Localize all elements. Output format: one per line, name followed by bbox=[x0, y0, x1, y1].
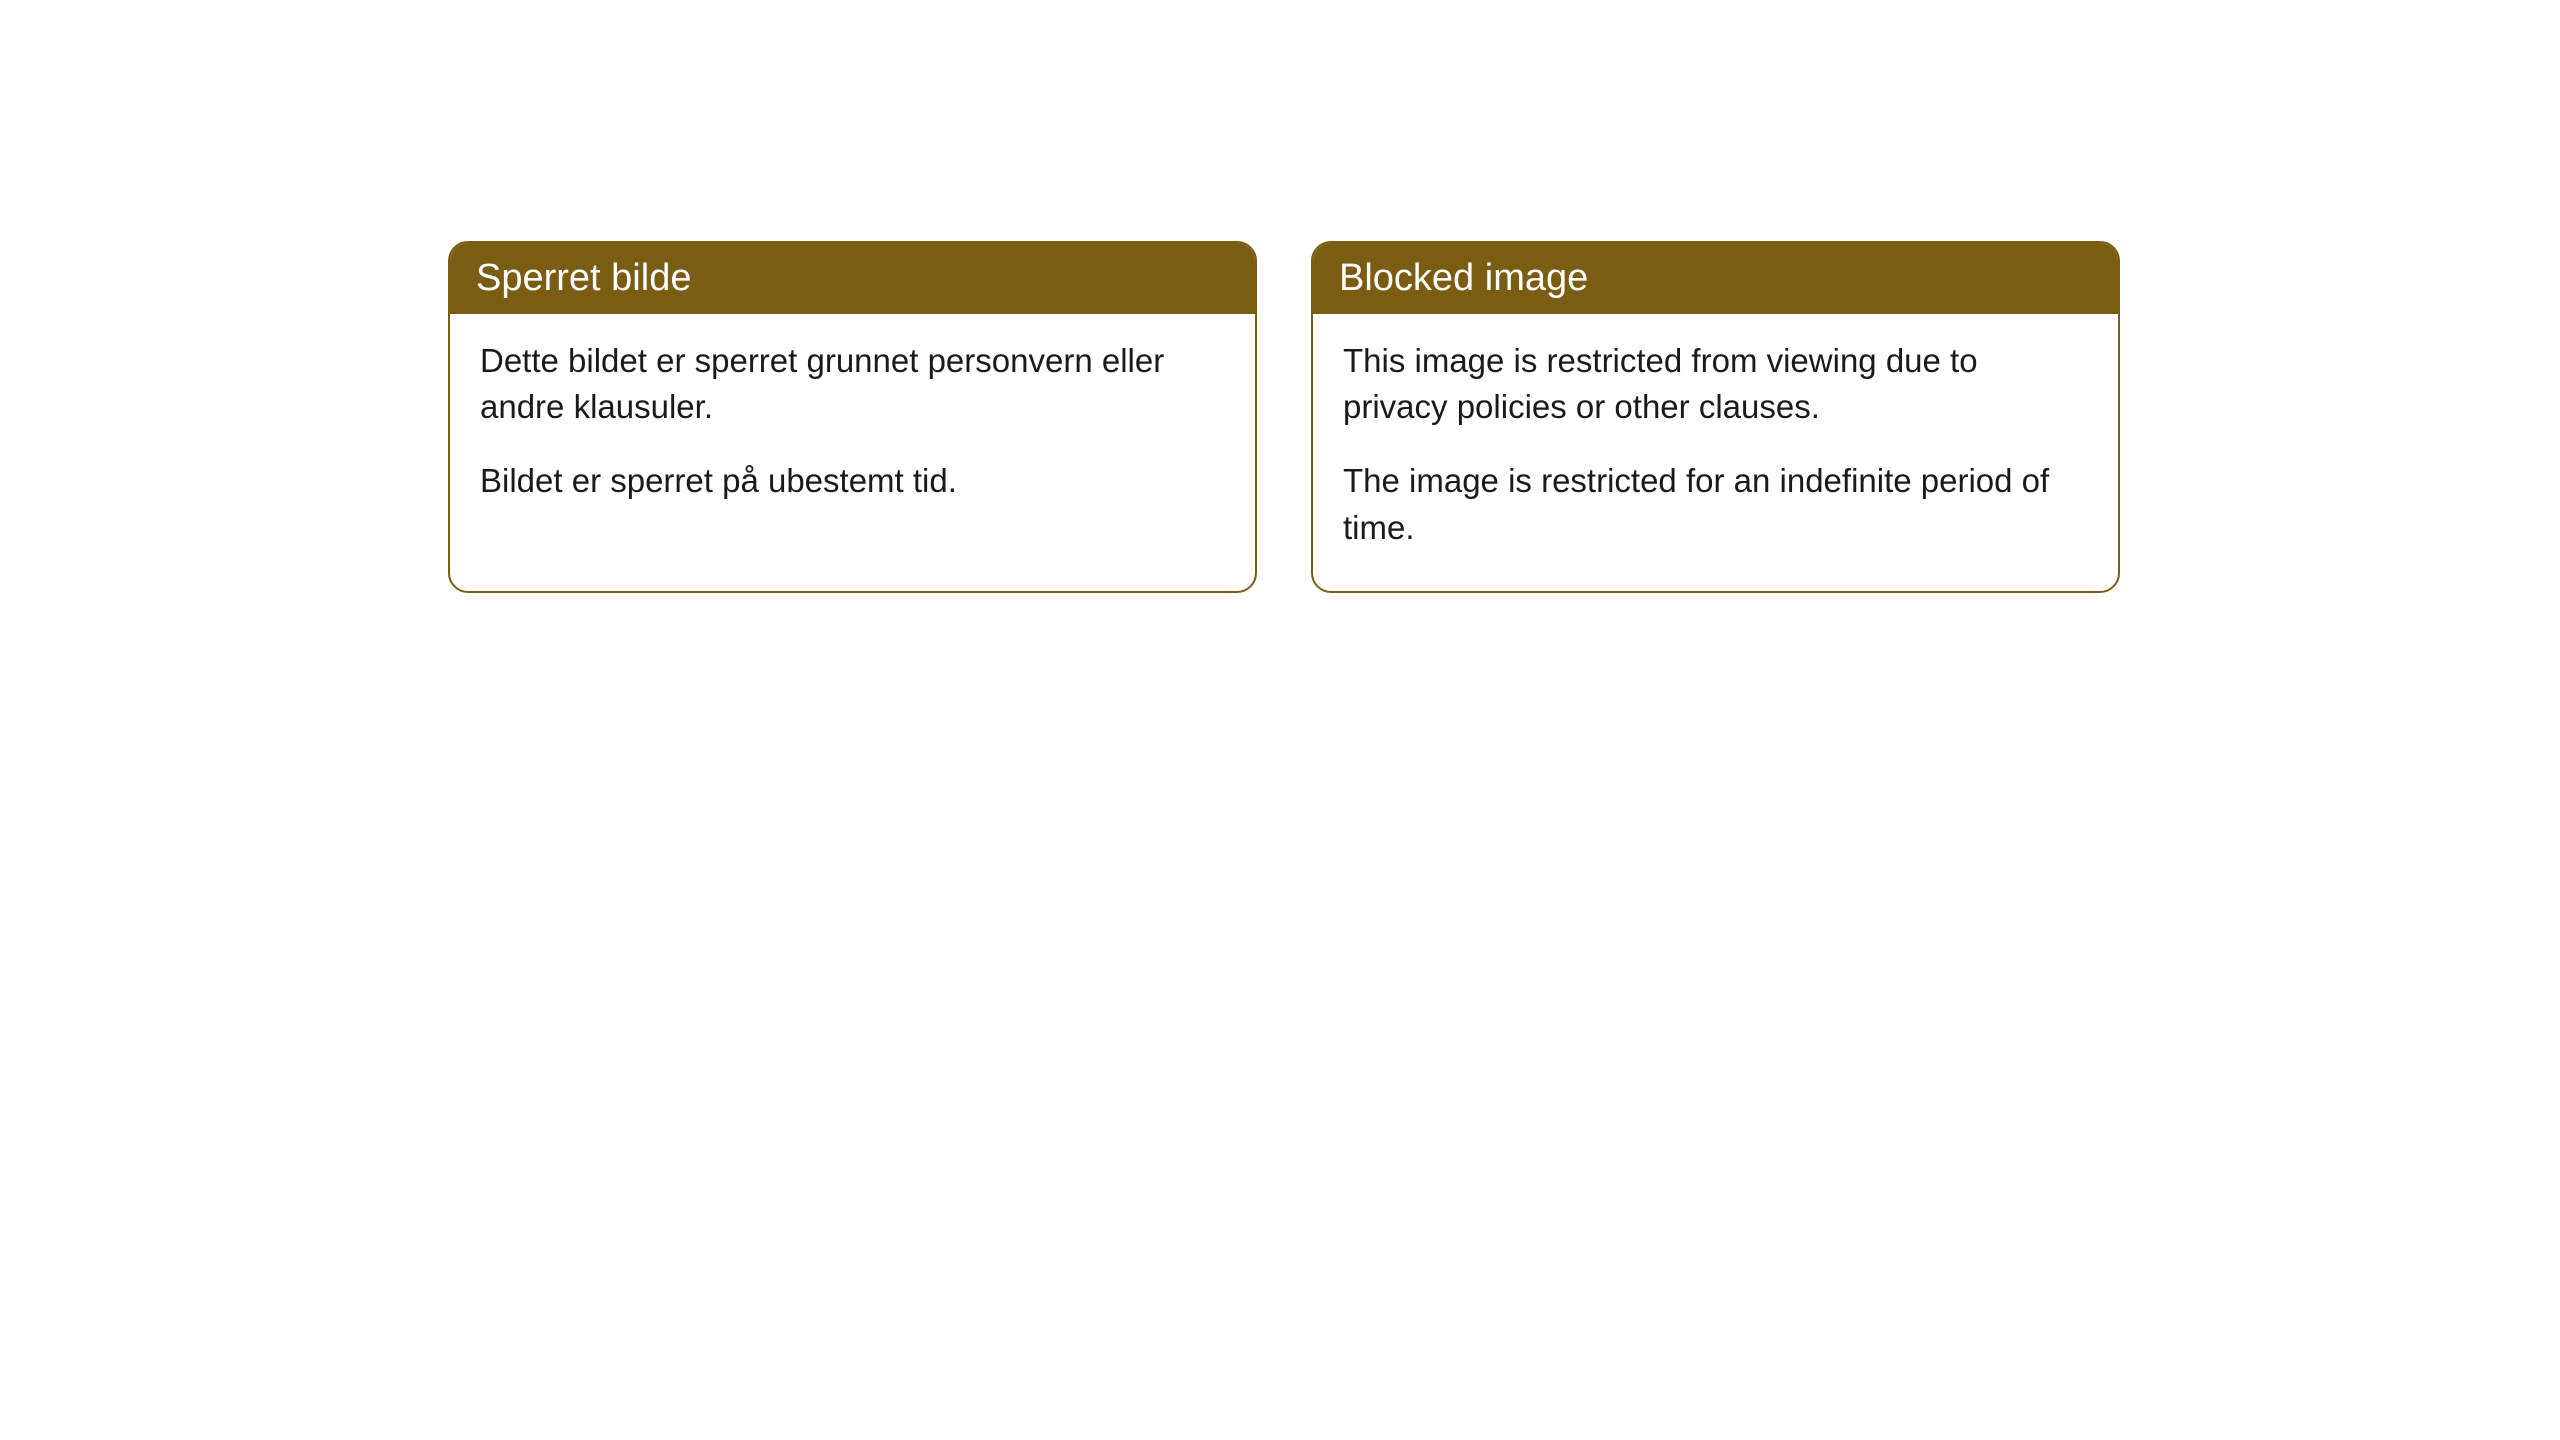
card-body-norwegian: Dette bildet er sperret grunnet personve… bbox=[450, 314, 1255, 545]
card-text-p1: Dette bildet er sperret grunnet personve… bbox=[480, 338, 1225, 430]
blocked-image-card-norwegian: Sperret bilde Dette bildet er sperret gr… bbox=[448, 241, 1257, 593]
card-title: Sperret bilde bbox=[476, 257, 691, 299]
card-header-english: Blocked image bbox=[1313, 243, 2118, 314]
card-text-p1: This image is restricted from viewing du… bbox=[1343, 338, 2088, 430]
card-text-p2: Bildet er sperret på ubestemt tid. bbox=[480, 458, 1225, 504]
notice-container: Sperret bilde Dette bildet er sperret gr… bbox=[448, 241, 2120, 593]
card-body-english: This image is restricted from viewing du… bbox=[1313, 314, 2118, 591]
card-title: Blocked image bbox=[1339, 257, 1588, 299]
blocked-image-card-english: Blocked image This image is restricted f… bbox=[1311, 241, 2120, 593]
card-text-p2: The image is restricted for an indefinit… bbox=[1343, 458, 2088, 550]
card-header-norwegian: Sperret bilde bbox=[450, 243, 1255, 314]
